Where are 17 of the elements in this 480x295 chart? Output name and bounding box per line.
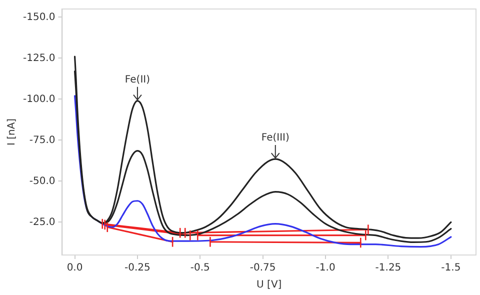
- annotation: Fe(III): [261, 132, 290, 144]
- x-tick-label: -1.25: [375, 262, 402, 274]
- x-axis-title: U [V]: [256, 280, 282, 291]
- y-tick-label: -125.0: [22, 52, 56, 64]
- y-tick-label: -75.0: [29, 134, 56, 146]
- x-tick-label: -0.25: [124, 262, 150, 274]
- x-tick-label: -0.5: [190, 262, 210, 274]
- y-tick-label: -50.0: [29, 176, 56, 187]
- x-tick-label: -1.0: [316, 262, 336, 274]
- y-tick-label: -150.0: [22, 12, 56, 23]
- y-tick-label: -100.0: [22, 94, 56, 105]
- x-tick-label: -0.75: [250, 262, 276, 274]
- y-axis-title: I [nA]: [6, 118, 18, 146]
- x-tick-label: -1.5: [441, 262, 461, 274]
- y-tick-label: -25.0: [29, 216, 56, 228]
- annotation: Fe(II): [124, 74, 150, 86]
- x-tick-label: 0.0: [66, 262, 83, 274]
